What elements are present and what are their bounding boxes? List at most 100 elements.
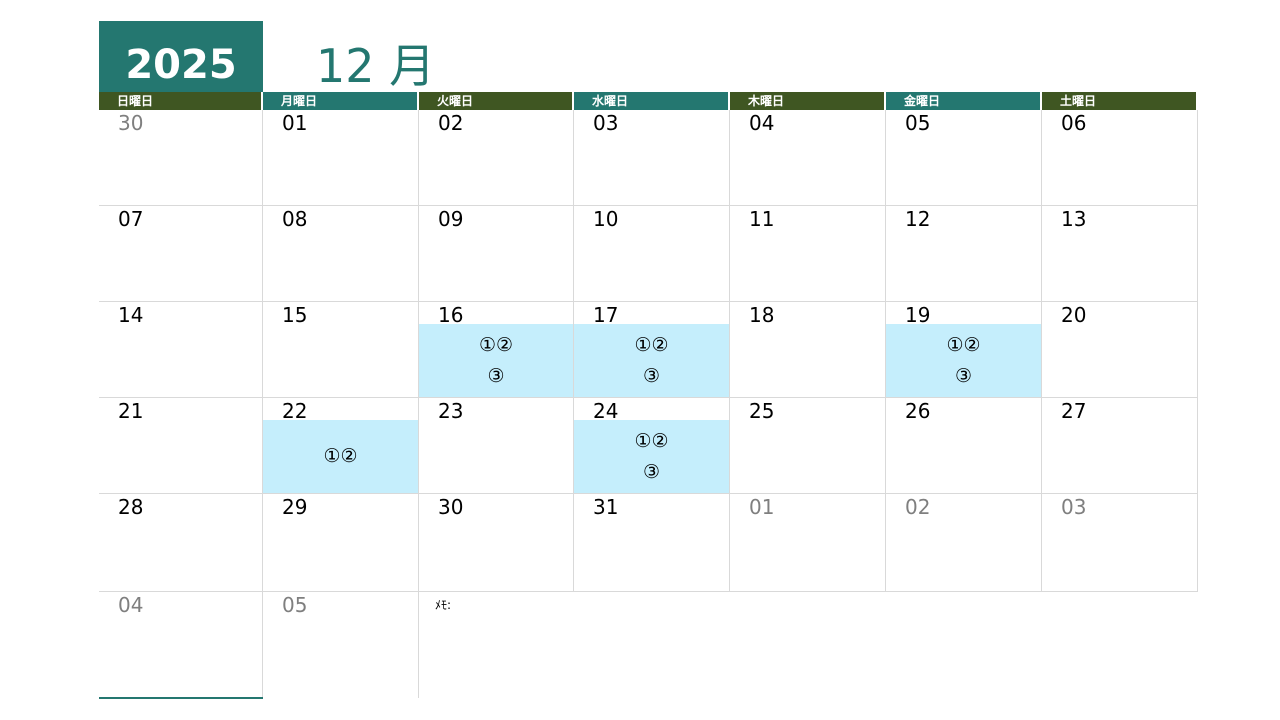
day-number: 16 [438, 303, 464, 327]
day-cell[interactable]: 18 [730, 302, 886, 398]
day-cell[interactable]: 02 [886, 494, 1042, 592]
day-cell[interactable]: 01 [263, 110, 419, 206]
event-marks: ③ [954, 364, 973, 387]
day-cell[interactable]: 04 [730, 110, 886, 206]
event-marks: ③ [642, 364, 661, 387]
day-number: 10 [593, 207, 619, 231]
day-cell[interactable]: 01 [730, 494, 886, 592]
day-number: 05 [282, 593, 308, 617]
event-highlight[interactable]: ①② [263, 420, 418, 493]
day-number: 23 [438, 399, 464, 423]
day-cell[interactable]: 21 [99, 398, 263, 494]
day-number: 06 [1061, 111, 1087, 135]
day-number: 15 [282, 303, 308, 327]
day-cell[interactable]: 26 [886, 398, 1042, 494]
day-cell[interactable]: 13 [1042, 206, 1198, 302]
day-number: 18 [749, 303, 775, 327]
weekday-header: 火曜日 [419, 92, 572, 110]
day-number: 26 [905, 399, 931, 423]
day-number: 05 [905, 111, 931, 135]
weekday-header: 月曜日 [263, 92, 417, 110]
day-number: 09 [438, 207, 464, 231]
day-cell[interactable]: 28 [99, 494, 263, 592]
day-cell[interactable]: 15 [263, 302, 419, 398]
day-cell[interactable]: 29 [263, 494, 419, 592]
day-cell[interactable]: 27 [1042, 398, 1198, 494]
day-number: 19 [905, 303, 931, 327]
day-number: 25 [749, 399, 775, 423]
day-number: 03 [593, 111, 619, 135]
day-cell[interactable]: 05 [263, 592, 419, 698]
day-number: 31 [593, 495, 619, 519]
event-marks: ③ [487, 364, 505, 387]
event-marks: ①② [323, 445, 358, 467]
day-number: 08 [282, 207, 308, 231]
event-highlight[interactable]: ①② ③ [574, 324, 729, 397]
event-highlight[interactable]: ①② ③ [574, 420, 729, 493]
day-number: 29 [282, 495, 308, 519]
day-cell[interactable]: 05 [886, 110, 1042, 206]
event-marks: ③ [642, 460, 661, 483]
day-number: 04 [118, 593, 144, 617]
day-number: 20 [1061, 303, 1087, 327]
divider-line [99, 697, 263, 699]
year-label: 2025 [99, 21, 263, 92]
day-number: 22 [282, 399, 308, 423]
day-cell[interactable]: 03 [574, 110, 730, 206]
day-number: 03 [1061, 495, 1087, 519]
day-cell[interactable]: 04 [99, 592, 263, 698]
day-number: 14 [118, 303, 144, 327]
day-cell[interactable]: 12 [886, 206, 1042, 302]
day-cell[interactable]: ①② ③ 16 [419, 302, 574, 398]
day-number: 21 [118, 399, 144, 423]
day-cell[interactable]: 31 [574, 494, 730, 592]
day-number: 24 [593, 399, 619, 423]
weekday-header: 土曜日 [1042, 92, 1196, 110]
day-cell[interactable]: 07 [99, 206, 263, 302]
day-cell[interactable]: 30 [99, 110, 263, 206]
day-cell[interactable]: 11 [730, 206, 886, 302]
event-highlight[interactable]: ①② ③ [419, 324, 573, 397]
day-cell[interactable]: ①② ③ 19 [886, 302, 1042, 398]
day-number: 02 [438, 111, 464, 135]
event-marks: ①② [634, 429, 669, 452]
day-number: 28 [118, 495, 144, 519]
day-number: 11 [749, 207, 775, 231]
day-number: 30 [118, 111, 144, 135]
day-cell[interactable]: ①② ③ 17 [574, 302, 730, 398]
day-number: 27 [1061, 399, 1087, 423]
weekday-header: 金曜日 [886, 92, 1040, 110]
event-highlight[interactable]: ①② ③ [886, 324, 1041, 397]
day-cell[interactable]: 08 [263, 206, 419, 302]
memo-label: ﾒﾓ: [435, 598, 452, 612]
weekday-header: 日曜日 [99, 92, 261, 110]
day-cell[interactable]: ①② ③ 24 [574, 398, 730, 494]
day-number: 02 [905, 495, 931, 519]
weekday-header: 木曜日 [730, 92, 884, 110]
day-number: 30 [438, 495, 464, 519]
day-cell[interactable]: 06 [1042, 110, 1198, 206]
day-cell[interactable]: 30 [419, 494, 574, 592]
day-number: 01 [282, 111, 308, 135]
day-cell[interactable]: 02 [419, 110, 574, 206]
day-number: 12 [905, 207, 931, 231]
day-number: 17 [593, 303, 619, 327]
day-number: 01 [749, 495, 775, 519]
day-number: 04 [749, 111, 775, 135]
month-label: 12 月 [316, 39, 436, 93]
day-cell[interactable]: 03 [1042, 494, 1198, 592]
day-cell[interactable]: ①② 22 [263, 398, 419, 494]
memo-area[interactable]: ﾒﾓ: [419, 592, 1198, 698]
day-number: 13 [1061, 207, 1087, 231]
weekday-header: 水曜日 [574, 92, 728, 110]
event-marks: ①② [478, 333, 514, 356]
day-cell[interactable]: 10 [574, 206, 730, 302]
day-number: 07 [118, 207, 144, 231]
day-cell[interactable]: 25 [730, 398, 886, 494]
day-cell[interactable]: 14 [99, 302, 263, 398]
day-cell[interactable]: 20 [1042, 302, 1198, 398]
event-marks: ①② [634, 333, 669, 356]
day-cell[interactable]: 23 [419, 398, 574, 494]
day-cell[interactable]: 09 [419, 206, 574, 302]
event-marks: ①② [946, 333, 981, 356]
